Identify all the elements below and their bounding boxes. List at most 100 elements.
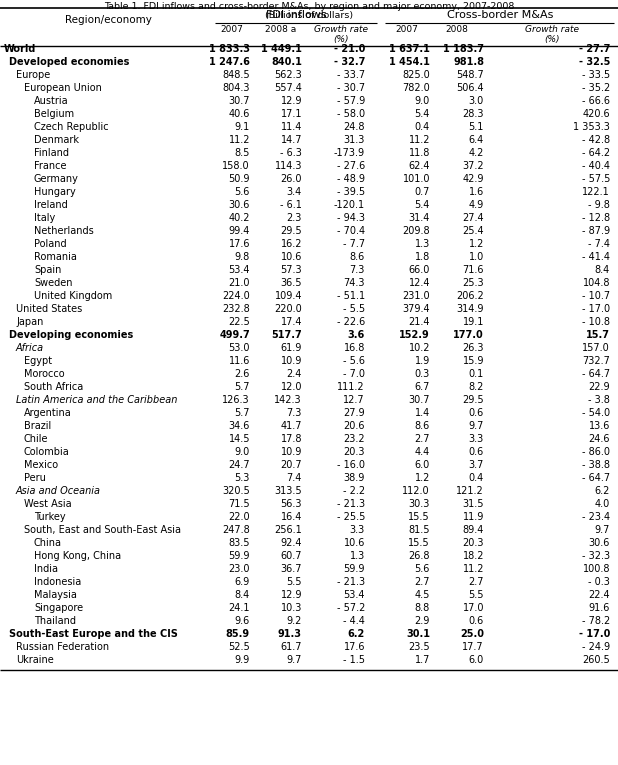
Text: 1 833.3: 1 833.3 — [209, 44, 250, 54]
Text: 557.4: 557.4 — [274, 83, 302, 93]
Text: 420.6: 420.6 — [582, 109, 610, 119]
Text: - 7.0: - 7.0 — [343, 369, 365, 379]
Text: 1 353.3: 1 353.3 — [573, 122, 610, 132]
Text: - 21.0: - 21.0 — [334, 44, 365, 54]
Text: 782.0: 782.0 — [402, 83, 430, 93]
Text: 89.4: 89.4 — [463, 525, 484, 535]
Text: 20.7: 20.7 — [281, 460, 302, 470]
Text: 804.3: 804.3 — [222, 83, 250, 93]
Text: 2.9: 2.9 — [415, 616, 430, 626]
Text: - 25.5: - 25.5 — [337, 512, 365, 522]
Text: 4.5: 4.5 — [415, 590, 430, 600]
Text: 17.8: 17.8 — [281, 434, 302, 444]
Text: Mexico: Mexico — [24, 460, 58, 470]
Text: - 17.0: - 17.0 — [582, 304, 610, 314]
Text: 2008: 2008 — [446, 25, 468, 34]
Text: - 1.5: - 1.5 — [343, 655, 365, 665]
Text: 23.0: 23.0 — [229, 564, 250, 574]
Text: 30.1: 30.1 — [406, 629, 430, 639]
Text: 121.2: 121.2 — [456, 486, 484, 496]
Text: 5.5: 5.5 — [468, 590, 484, 600]
Text: 4.0: 4.0 — [595, 499, 610, 509]
Text: 1.3: 1.3 — [415, 239, 430, 249]
Text: 122.1: 122.1 — [582, 187, 610, 197]
Text: 9.7: 9.7 — [595, 525, 610, 535]
Text: South-East Europe and the CIS: South-East Europe and the CIS — [9, 629, 178, 639]
Text: - 32.5: - 32.5 — [578, 57, 610, 67]
Text: 17.0: 17.0 — [462, 603, 484, 613]
Text: 1.4: 1.4 — [415, 408, 430, 418]
Text: - 87.9: - 87.9 — [582, 226, 610, 236]
Text: 152.9: 152.9 — [399, 330, 430, 340]
Text: Netherlands: Netherlands — [34, 226, 94, 236]
Text: 24.6: 24.6 — [588, 434, 610, 444]
Text: 17.7: 17.7 — [462, 642, 484, 652]
Text: - 64.7: - 64.7 — [582, 473, 610, 483]
Text: 26.8: 26.8 — [408, 551, 430, 561]
Text: 16.2: 16.2 — [281, 239, 302, 249]
Text: - 40.4: - 40.4 — [582, 161, 610, 171]
Text: Austria: Austria — [34, 96, 69, 106]
Text: 1 637.1: 1 637.1 — [389, 44, 430, 54]
Text: Developed economies: Developed economies — [9, 57, 129, 67]
Text: 60.7: 60.7 — [281, 551, 302, 561]
Text: 109.4: 109.4 — [274, 291, 302, 301]
Text: 9.6: 9.6 — [235, 616, 250, 626]
Text: 57.3: 57.3 — [281, 265, 302, 275]
Text: 5.6: 5.6 — [235, 187, 250, 197]
Text: 17.4: 17.4 — [281, 317, 302, 327]
Text: Indonesia: Indonesia — [34, 577, 81, 587]
Text: 1.8: 1.8 — [415, 252, 430, 262]
Text: 231.0: 231.0 — [402, 291, 430, 301]
Text: 9.1: 9.1 — [235, 122, 250, 132]
Text: - 21.3: - 21.3 — [337, 499, 365, 509]
Text: - 48.9: - 48.9 — [337, 174, 365, 184]
Text: 8.5: 8.5 — [235, 148, 250, 158]
Text: 9.9: 9.9 — [235, 655, 250, 665]
Text: 10.3: 10.3 — [281, 603, 302, 613]
Text: Ukraine: Ukraine — [16, 655, 54, 665]
Text: - 10.8: - 10.8 — [582, 317, 610, 327]
Text: 38.9: 38.9 — [344, 473, 365, 483]
Text: 15.7: 15.7 — [586, 330, 610, 340]
Text: Cross-border M&As: Cross-border M&As — [447, 10, 553, 20]
Text: 12.4: 12.4 — [408, 278, 430, 288]
Text: 50.9: 50.9 — [229, 174, 250, 184]
Text: Japan: Japan — [16, 317, 43, 327]
Text: 2.3: 2.3 — [287, 213, 302, 223]
Text: - 24.9: - 24.9 — [582, 642, 610, 652]
Text: - 4.4: - 4.4 — [343, 616, 365, 626]
Text: 499.7: 499.7 — [219, 330, 250, 340]
Text: 11.2: 11.2 — [408, 135, 430, 145]
Text: 22.5: 22.5 — [228, 317, 250, 327]
Text: Sweden: Sweden — [34, 278, 72, 288]
Text: European Union: European Union — [24, 83, 102, 93]
Text: 5.4: 5.4 — [415, 200, 430, 210]
Text: -173.9: -173.9 — [334, 148, 365, 158]
Text: Growth rate
(%): Growth rate (%) — [314, 25, 368, 44]
Text: 6.9: 6.9 — [235, 577, 250, 587]
Text: 506.4: 506.4 — [456, 83, 484, 93]
Text: - 12.8: - 12.8 — [582, 213, 610, 223]
Text: - 54.0: - 54.0 — [582, 408, 610, 418]
Text: Russian Federation: Russian Federation — [16, 642, 109, 652]
Text: 100.8: 100.8 — [583, 564, 610, 574]
Text: 19.1: 19.1 — [463, 317, 484, 327]
Text: 1.2: 1.2 — [415, 473, 430, 483]
Text: United Kingdom: United Kingdom — [34, 291, 112, 301]
Text: 8.4: 8.4 — [595, 265, 610, 275]
Text: West Asia: West Asia — [24, 499, 72, 509]
Text: - 64.2: - 64.2 — [582, 148, 610, 158]
Text: 848.5: 848.5 — [222, 70, 250, 80]
Text: 3.7: 3.7 — [468, 460, 484, 470]
Text: 5.7: 5.7 — [234, 408, 250, 418]
Text: 71.5: 71.5 — [229, 499, 250, 509]
Text: 10.2: 10.2 — [408, 343, 430, 353]
Text: 2.6: 2.6 — [235, 369, 250, 379]
Text: 6.2: 6.2 — [595, 486, 610, 496]
Text: - 33.7: - 33.7 — [337, 70, 365, 80]
Text: 12.9: 12.9 — [281, 590, 302, 600]
Text: - 16.0: - 16.0 — [337, 460, 365, 470]
Text: Brazil: Brazil — [24, 421, 51, 431]
Text: 9.0: 9.0 — [235, 447, 250, 457]
